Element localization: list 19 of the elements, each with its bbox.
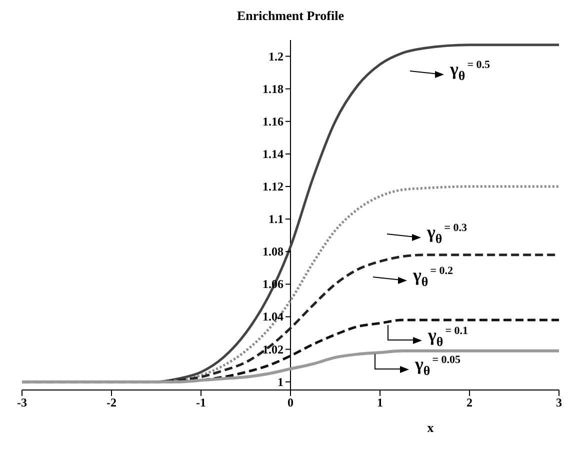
y-tick-label: 1.14 bbox=[262, 146, 284, 161]
x-tick-label: -3 bbox=[17, 396, 27, 410]
y-tick-label: 1.12 bbox=[262, 180, 284, 194]
x-tick-label: 2 bbox=[466, 396, 472, 410]
y-tick-label: 1.1 bbox=[268, 212, 284, 226]
x-tick-label: 0 bbox=[288, 396, 294, 410]
chart-title: Enrichment Profile bbox=[236, 8, 345, 25]
y-tick-label: 1.18 bbox=[262, 82, 284, 96]
x-axis-title: x bbox=[427, 420, 434, 435]
x-tick-label: 1 bbox=[377, 396, 383, 410]
x-tick-label: 3 bbox=[556, 396, 562, 410]
x-tick-label: -2 bbox=[106, 396, 116, 410]
y-tick-label: 1.08 bbox=[262, 244, 284, 259]
x-tick-label: -1 bbox=[196, 396, 206, 410]
y-tick-label: 1.04 bbox=[262, 310, 284, 324]
y-tick-label: 1.02 bbox=[262, 342, 284, 356]
y-tick-label: 1 bbox=[278, 374, 284, 389]
y-tick-label: 1.16 bbox=[262, 114, 284, 128]
y-tick-label: 1.2 bbox=[268, 49, 284, 64]
